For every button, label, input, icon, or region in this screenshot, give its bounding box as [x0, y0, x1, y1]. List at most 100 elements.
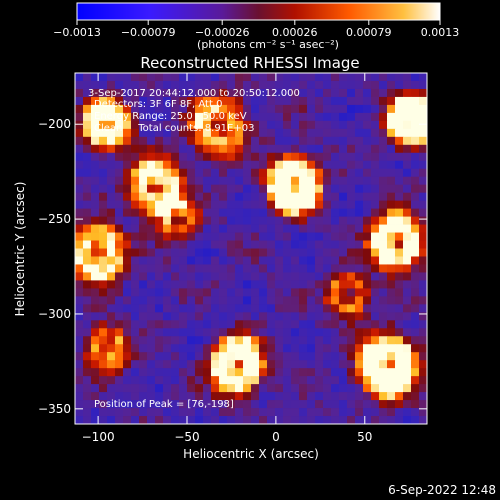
heatmap-cell — [211, 280, 220, 289]
heatmap-cell — [387, 176, 396, 186]
heatmap-cell — [219, 104, 228, 114]
heatmap-cell — [307, 80, 316, 90]
heatmap-cell — [227, 200, 236, 210]
heatmap-cell — [227, 248, 236, 257]
heatmap-cell — [179, 144, 188, 154]
heatmap-cell — [387, 416, 396, 425]
heatmap-cell — [387, 264, 396, 273]
heatmap-cell — [419, 264, 428, 273]
heatmap-cell — [91, 376, 100, 385]
heatmap-cell — [243, 256, 252, 265]
heatmap-cell — [131, 240, 140, 249]
heatmap-cell — [139, 200, 148, 210]
heatmap-cell — [219, 400, 228, 409]
heatmap-cell — [147, 384, 156, 393]
heatmap-cell — [339, 176, 348, 186]
heatmap-cell — [203, 104, 212, 114]
heatmap-cell — [331, 392, 340, 401]
heatmap-cell — [115, 312, 124, 321]
heatmap-cell — [275, 248, 284, 257]
heatmap-cell — [355, 128, 364, 138]
heatmap-cell — [379, 224, 388, 233]
heatmap-cell — [75, 336, 84, 345]
heatmap-cell — [155, 264, 164, 273]
heatmap-cell — [155, 73, 164, 82]
heatmap-cell — [355, 360, 364, 369]
heatmap-cell — [107, 312, 116, 321]
heatmap-cell — [203, 368, 212, 377]
heatmap-cell — [323, 304, 332, 313]
heatmap-cell — [235, 208, 244, 217]
heatmap-cell — [91, 328, 100, 337]
heatmap-cell — [355, 144, 364, 154]
heatmap-cell — [307, 320, 316, 329]
heatmap-cell — [323, 328, 332, 337]
heatmap-cell — [371, 344, 380, 353]
heatmap-cell — [147, 280, 156, 289]
heatmap-cell — [419, 112, 428, 122]
heatmap-cell — [363, 408, 372, 417]
heatmap-cell — [347, 240, 356, 249]
heatmap-cell — [203, 312, 212, 321]
heatmap-cell — [411, 392, 420, 401]
heatmap-cell — [379, 360, 388, 369]
heatmap-cell — [211, 128, 220, 138]
heatmap-cell — [155, 248, 164, 257]
heatmap-cell — [419, 160, 428, 170]
heatmap-cell — [331, 136, 340, 146]
heatmap-cell — [339, 416, 348, 425]
heatmap-cell — [179, 408, 188, 417]
heatmap-cell — [139, 152, 148, 162]
heatmap-cell — [235, 144, 244, 154]
heatmap-cell — [355, 344, 364, 353]
heatmap-cell — [323, 288, 332, 297]
heatmap-cell — [219, 184, 228, 194]
heatmap-cell — [163, 184, 172, 194]
heatmap-cell — [275, 296, 284, 305]
heatmap-cell — [347, 73, 356, 82]
heatmap-cell — [395, 136, 404, 146]
heatmap-cell — [171, 312, 180, 321]
heatmap-cell — [299, 288, 308, 297]
heatmap-cell — [107, 336, 116, 345]
heatmap-cell — [91, 128, 100, 138]
heatmap-cell — [363, 416, 372, 425]
heatmap-cell — [115, 400, 124, 409]
heatmap-cell — [187, 73, 196, 82]
heatmap-cell — [187, 352, 196, 361]
heatmap-cell — [355, 408, 364, 417]
heatmap-cell — [211, 216, 220, 225]
heatmap-cell — [379, 392, 388, 401]
heatmap-cell — [203, 280, 212, 289]
heatmap-cell — [195, 208, 204, 217]
heatmap-cell — [163, 336, 172, 345]
heatmap-cell — [275, 136, 284, 146]
heatmap-cell — [323, 416, 332, 425]
heatmap-cell — [83, 304, 92, 313]
heatmap-cell — [307, 416, 316, 425]
heatmap-cell — [187, 232, 196, 241]
heatmap-cell — [363, 200, 372, 210]
heatmap-cell — [307, 256, 316, 265]
heatmap-cell — [203, 208, 212, 217]
heatmap-cell — [331, 248, 340, 257]
heatmap-cell — [171, 216, 180, 225]
heatmap-cell — [387, 144, 396, 154]
heatmap-cell — [323, 112, 332, 122]
heatmap-cell — [155, 320, 164, 329]
heatmap-cell — [355, 336, 364, 345]
heatmap-cell — [315, 248, 324, 257]
heatmap-cell — [331, 152, 340, 162]
heatmap-cell — [395, 128, 404, 138]
heatmap-cell — [291, 312, 300, 321]
heatmap-cell — [387, 344, 396, 353]
heatmap-cell — [115, 144, 124, 154]
heatmap-cell — [315, 392, 324, 401]
heatmap-cell — [179, 224, 188, 233]
heatmap-cell — [219, 208, 228, 217]
heatmap-cell — [243, 168, 252, 178]
heatmap-cell — [379, 280, 388, 289]
heatmap-cell — [211, 408, 220, 417]
heatmap-cell — [235, 328, 244, 337]
heatmap-cell — [91, 184, 100, 194]
